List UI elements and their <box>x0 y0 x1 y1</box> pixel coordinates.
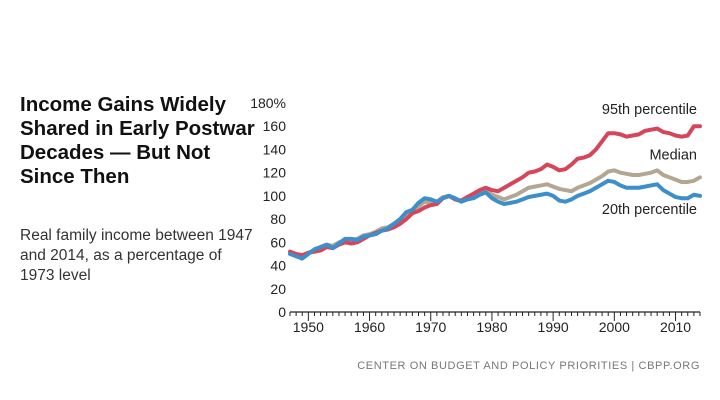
series-line-95th-percentile <box>288 124 702 258</box>
x-tick-label: 2010 <box>660 319 691 335</box>
y-tick-label: 80 <box>270 211 286 227</box>
y-tick-label: 20 <box>270 281 286 297</box>
x-tick-label: 1950 <box>293 319 324 335</box>
axis-layer: 0 20 40 60 80 100 120 140 160 180% 1950 1960 1970 198… <box>250 95 701 335</box>
x-tick-label: 1960 <box>354 319 385 335</box>
y-tick-label: 140 <box>263 141 287 157</box>
chart-subtitle: Real family income between 1947 and 2014… <box>20 227 253 284</box>
y-tick-label: 0 <box>278 304 286 320</box>
series-label: 20th percentile <box>602 202 697 218</box>
label-layer: 95th percentile Median 20th percentile <box>602 102 697 218</box>
chart-title: Income Gains Widely Shared in Early Post… <box>20 93 255 188</box>
series-layer <box>288 124 702 261</box>
x-tick-label: 1970 <box>415 319 446 335</box>
x-tick-label: 2000 <box>599 319 630 335</box>
y-tick-label: 40 <box>270 258 286 274</box>
source-footer: CENTER ON BUDGET AND POLICY PRIORITIES |… <box>357 360 700 372</box>
y-tick-label: 120 <box>263 165 287 181</box>
y-tick-label: 60 <box>270 234 286 250</box>
series-label: Median <box>649 147 697 163</box>
series-label: 95th percentile <box>602 102 697 118</box>
y-tick-label: 100 <box>263 188 287 204</box>
x-tick-label: 1990 <box>538 319 569 335</box>
series-line-20th-percentile <box>288 178 702 261</box>
y-tick-label: 180% <box>250 95 286 111</box>
x-tick-label: 1980 <box>476 319 507 335</box>
y-tick-label: 160 <box>263 118 287 134</box>
